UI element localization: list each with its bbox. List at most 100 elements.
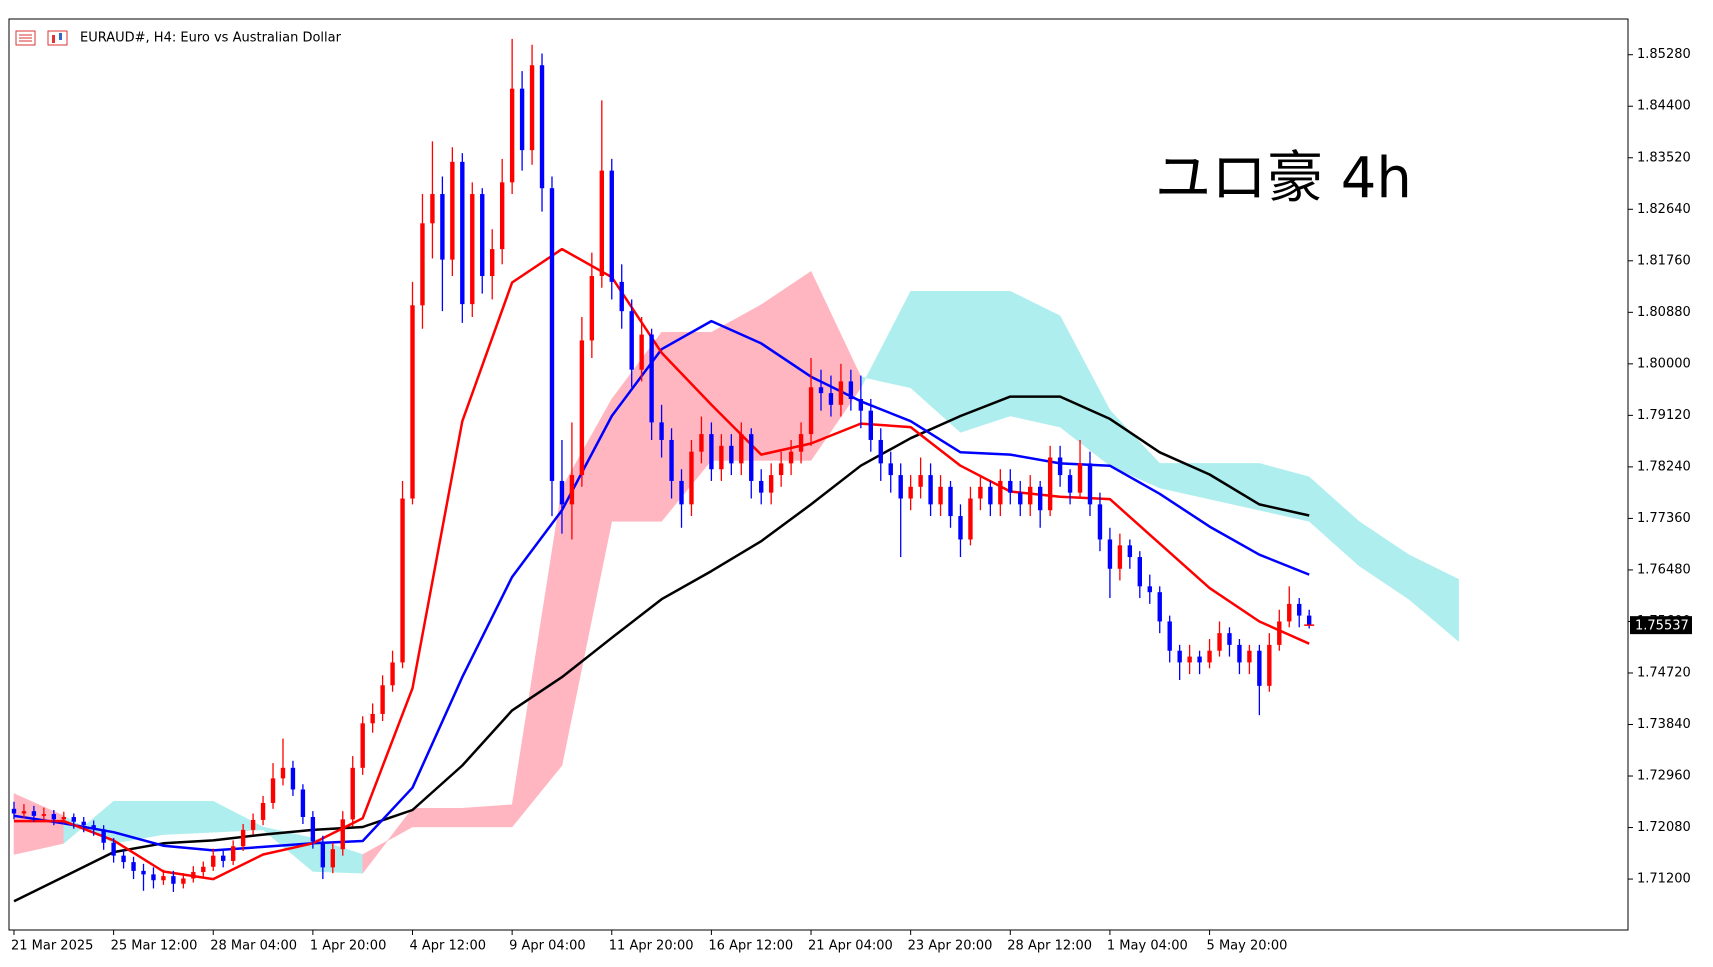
candle-body [699, 434, 704, 452]
y-tick-label: 1.80880 [1637, 305, 1691, 320]
candle-body [260, 802, 266, 820]
candle-body [121, 855, 126, 863]
candle-body [948, 486, 953, 517]
x-tick-label: 28 Mar 04:00 [210, 939, 297, 954]
candle-body [768, 475, 774, 493]
y-tick-label: 1.85280 [1637, 47, 1691, 62]
candle-body [111, 842, 116, 856]
y-tick-label: 1.79120 [1637, 408, 1691, 423]
candle-body [838, 381, 844, 405]
candle-body [1167, 621, 1172, 651]
x-tick-label: 4 Apr 12:00 [410, 939, 487, 954]
candle-body [290, 767, 296, 790]
candle-body [330, 849, 335, 868]
candle-body [1008, 480, 1013, 493]
candle-body [490, 249, 495, 277]
axes: 1.85280 1.84400 1.83520 1.82640 1.81760 1.808… [11, 47, 1692, 954]
candle-body [569, 475, 575, 505]
candle-body [709, 434, 714, 470]
x-tick-label: 11 Apr 20:00 [609, 939, 694, 954]
candle-body [579, 340, 585, 476]
x-tick-label: 21 Mar 2025 [11, 939, 93, 954]
candle-body [858, 398, 864, 411]
x-tick-label: 9 Apr 04:00 [509, 939, 586, 954]
candle-body [798, 434, 804, 452]
candle-body [81, 821, 86, 826]
y-tick-label: 1.81760 [1637, 253, 1691, 268]
candle-body [729, 445, 734, 464]
moving-averages [13, 247, 1310, 903]
candle-body [1267, 644, 1272, 686]
candle-body [918, 475, 923, 487]
icon [47, 30, 68, 46]
candle-body [1067, 475, 1073, 493]
candle-body [161, 876, 166, 881]
y-tick-label: 1.72960 [1637, 769, 1691, 784]
y-tick-label: 1.74720 [1637, 665, 1691, 680]
candle-body [310, 817, 316, 842]
candle-body [400, 498, 405, 663]
candle-body [499, 182, 505, 250]
candle-body [31, 811, 37, 816]
candle-body [1237, 644, 1242, 663]
candle-body [679, 480, 684, 505]
cloud-segment [711, 304, 762, 461]
candle-body [250, 819, 256, 830]
moving-average [13, 319, 1310, 852]
candle-body [21, 811, 27, 814]
x-tick-label: 5 May 20:00 [1207, 939, 1288, 954]
cloud-segment [1408, 554, 1459, 642]
candle-body [11, 808, 17, 814]
candle-body [1087, 463, 1093, 505]
candles [11, 38, 1312, 892]
candle-body [1097, 504, 1103, 540]
candle-body [1207, 650, 1212, 663]
candle-body [71, 817, 76, 822]
candle-body [320, 841, 326, 868]
y-tick-label: 1.82640 [1637, 202, 1691, 217]
x-tick-label: 28 Apr 12:00 [1007, 939, 1092, 954]
candle-body [340, 819, 345, 850]
candle-body [928, 475, 933, 505]
candle-body [759, 480, 764, 493]
candle-body [1297, 603, 1302, 616]
candle-body [101, 829, 106, 843]
candle-body [1306, 615, 1312, 626]
candle-body [599, 170, 604, 277]
x-tick-label: 1 May 04:00 [1107, 939, 1188, 954]
candle-body [649, 334, 654, 423]
candle-body [221, 855, 226, 861]
candle-body [848, 381, 854, 399]
cloud-segment [462, 804, 513, 828]
candle-body [191, 872, 196, 879]
candle-body [778, 463, 784, 476]
candle-body [589, 276, 595, 341]
cloud-segment [163, 800, 214, 835]
candle-body [978, 486, 983, 499]
y-tick-label: 1.78240 [1637, 459, 1691, 474]
y-tick-label: 1.84400 [1637, 99, 1691, 114]
candle-body [240, 829, 246, 847]
cloud-segment [960, 290, 1011, 433]
price-tag [1630, 616, 1692, 635]
candle-body [1117, 545, 1123, 569]
candle-body [1247, 650, 1252, 663]
chart-title: EURAUD#, H4: Euro vs Australian Dollar [80, 31, 342, 46]
candle-body [350, 767, 355, 820]
candle-body [440, 194, 445, 260]
x-tick-label: 16 Apr 12:00 [708, 939, 793, 954]
y-tick-label: 1.83520 [1637, 150, 1691, 165]
candle-body [1127, 545, 1133, 558]
candle-body [998, 480, 1003, 505]
candle-body [609, 170, 614, 282]
candle-body [689, 451, 694, 505]
y-tick-label: 1.71200 [1637, 872, 1691, 887]
candle-body [1137, 557, 1143, 587]
candle-body [788, 451, 794, 464]
candle-body [509, 88, 515, 183]
candle-body [230, 846, 236, 861]
candle-body [360, 723, 365, 768]
candle-body [968, 498, 973, 540]
y-tick-label: 1.72080 [1637, 820, 1691, 835]
